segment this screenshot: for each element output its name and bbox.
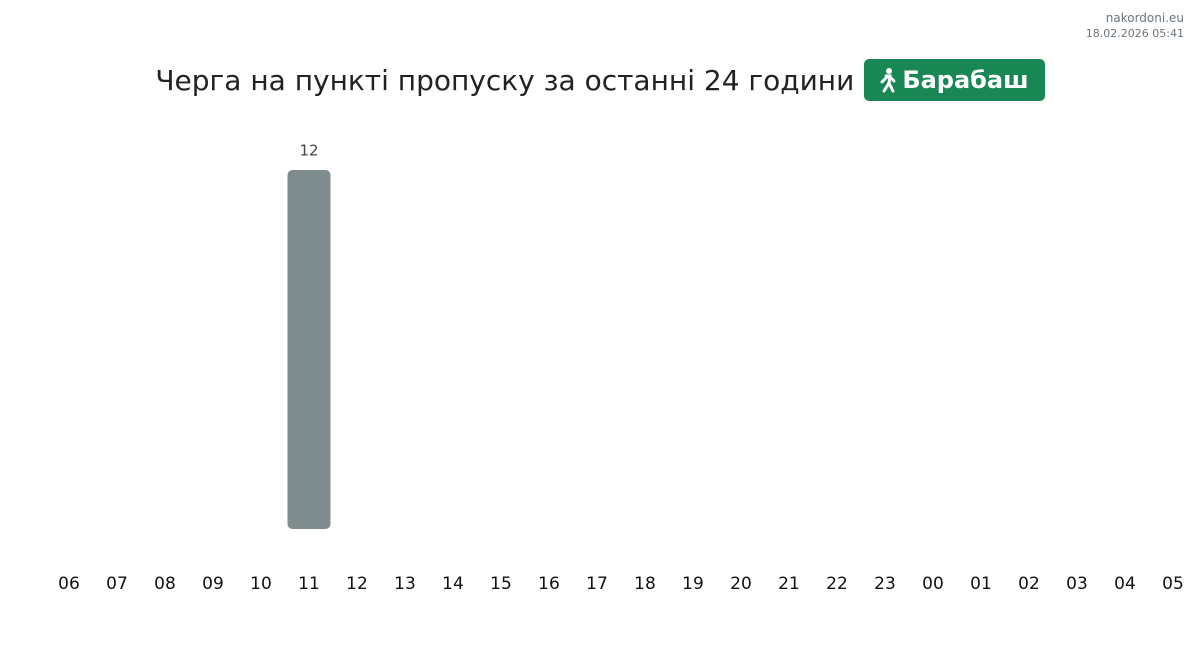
x-tick-label: 15 — [490, 574, 512, 594]
source-info: nakordoni.eu 18.02.2026 05:41 — [1086, 10, 1184, 42]
x-tick-label: 19 — [682, 574, 704, 594]
x-tick-label: 16 — [538, 574, 560, 594]
x-tick-label: 04 — [1114, 574, 1136, 594]
x-tick-label: 13 — [394, 574, 416, 594]
x-tick-label: 01 — [970, 574, 992, 594]
x-tick-label: 00 — [922, 574, 944, 594]
data-label: 12 — [299, 142, 318, 160]
bar — [287, 170, 331, 529]
walk-icon — [880, 68, 896, 93]
x-tick-label: 21 — [778, 574, 800, 594]
x-tick-label: 12 — [346, 574, 368, 594]
x-tick-label: 02 — [1018, 574, 1040, 594]
x-tick-label: 05 — [1162, 574, 1184, 594]
x-tick-label: 06 — [58, 574, 80, 594]
x-tick-label: 20 — [730, 574, 752, 594]
x-tick-label: 07 — [106, 574, 128, 594]
x-tick-label: 14 — [442, 574, 464, 594]
timestamp: 18.02.2026 05:41 — [1085, 27, 1184, 40]
x-tick-label: 10 — [250, 574, 272, 594]
x-tick-label: 18 — [634, 574, 656, 594]
x-tick-label: 23 — [874, 574, 896, 594]
badge: Барабаш — [864, 59, 1045, 101]
x-tick-label: 17 — [586, 574, 608, 594]
source: nakordoni.eu — [1105, 11, 1184, 25]
header: Черга на пункті пропуску за останні 24 г… — [0, 59, 1200, 101]
x-tick-label: 08 — [154, 574, 176, 594]
x-tick-label: 09 — [202, 574, 224, 594]
x-tick-label: 22 — [826, 574, 848, 594]
x-tick-label: 11 — [298, 574, 320, 594]
badge-text: Барабаш — [902, 66, 1029, 94]
chart-title: Черга на пункті пропуску за останні 24 г… — [155, 63, 855, 97]
x-tick-label: 03 — [1066, 574, 1088, 594]
